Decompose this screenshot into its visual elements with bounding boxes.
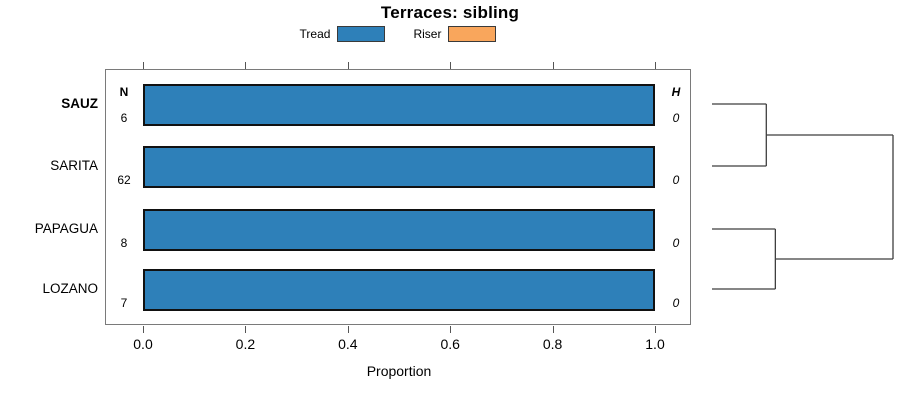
- category-label-papagua: PAPAGUA: [34, 221, 98, 236]
- n-value-sarita: 62: [117, 173, 131, 187]
- x-axis-tick-bottom: [245, 326, 247, 333]
- h-value-sarita: 0: [672, 173, 680, 187]
- h-column-header: H: [671, 85, 681, 99]
- legend-swatch-tread: [337, 26, 386, 42]
- legend-item-tread: Tread: [300, 26, 386, 42]
- bar-tread-papagua: [143, 209, 655, 251]
- x-axis-tick-top: [450, 62, 452, 69]
- x-axis-tick-label: 0.8: [542, 336, 563, 352]
- x-axis-tick-label: 0.2: [235, 336, 256, 352]
- n-value-papagua: 8: [120, 236, 128, 250]
- category-label-sauz: SAUZ: [61, 96, 98, 111]
- h-value-lozano: 0: [672, 296, 680, 310]
- x-axis-tick-bottom: [655, 326, 656, 333]
- dendrogram-links: [712, 103, 894, 290]
- x-axis-tick-label: 0.0: [133, 336, 153, 352]
- n-column-header: N: [119, 85, 129, 99]
- bar-tread-lozano: [143, 269, 655, 311]
- category-label-lozano: LOZANO: [42, 281, 98, 296]
- n-value-sauz: 6: [120, 111, 128, 125]
- h-value-papagua: 0: [672, 236, 680, 250]
- x-axis-tick-bottom: [143, 326, 144, 333]
- plot-area: 0.0 0.2 0.4 0.6 0.8 1.0 Proportion N H 6 0 62 0 8 0 7 0: [105, 62, 691, 379]
- bar-tread-sarita: [143, 146, 655, 188]
- bar-tread-sauz: [143, 84, 655, 126]
- x-axis-tick-top: [655, 62, 656, 69]
- h-value-sauz: 0: [672, 111, 680, 125]
- x-axis-tick-bottom: [450, 326, 452, 333]
- x-axis-tick-bottom: [552, 326, 554, 333]
- x-axis-tick-top: [143, 62, 144, 69]
- legend: Tread Riser: [105, 26, 691, 42]
- legend-label-riser: Riser: [413, 27, 442, 41]
- x-axis-tick-top: [552, 62, 554, 69]
- x-axis-tick-top: [245, 62, 247, 69]
- chart-title: Terraces: sibling: [380, 3, 520, 22]
- x-axis-tick-top: [347, 62, 349, 69]
- category-label-sarita: SARITA: [50, 158, 98, 173]
- x-axis-tick-bottom: [347, 326, 349, 333]
- n-value-lozano: 7: [120, 296, 128, 310]
- legend-item-riser: Riser: [413, 26, 497, 42]
- legend-swatch-riser: [448, 26, 497, 42]
- x-axis-tick-label: 0.4: [338, 336, 358, 352]
- x-axis-tick-label: 1.0: [645, 336, 665, 352]
- x-axis-tick-label: 0.6: [440, 336, 460, 352]
- legend-label-tread: Tread: [299, 27, 331, 41]
- x-axis-title: Proportion: [366, 363, 432, 379]
